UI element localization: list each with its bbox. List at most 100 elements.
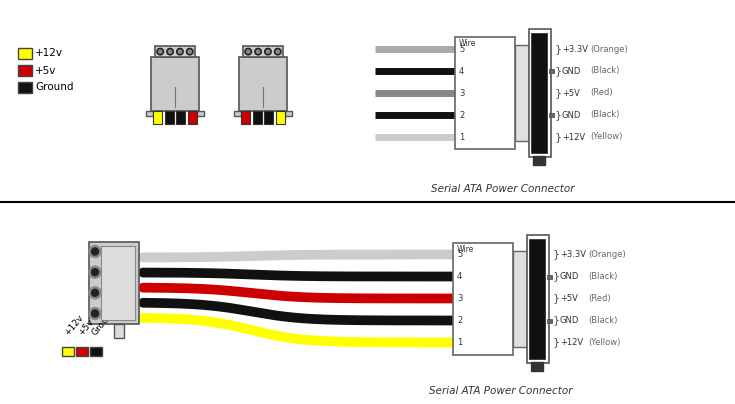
Bar <box>146 111 153 116</box>
Bar <box>531 362 543 370</box>
Text: GND: GND <box>562 67 581 76</box>
Text: (Black): (Black) <box>590 111 620 120</box>
Text: 3: 3 <box>457 294 462 303</box>
Bar <box>151 57 198 111</box>
Text: }: } <box>555 66 562 76</box>
Circle shape <box>255 48 262 55</box>
Text: (Orange): (Orange) <box>588 250 625 259</box>
Bar <box>18 48 32 59</box>
Circle shape <box>245 48 251 55</box>
Bar <box>547 318 552 322</box>
Bar <box>253 111 262 124</box>
Bar <box>90 347 102 356</box>
Bar <box>513 250 527 347</box>
Text: (Black): (Black) <box>588 316 617 325</box>
Text: }: } <box>555 88 562 98</box>
Text: GND: GND <box>560 272 579 281</box>
Text: }: } <box>555 132 562 142</box>
Text: 5: 5 <box>459 44 465 53</box>
Text: (Yellow): (Yellow) <box>590 133 623 141</box>
Circle shape <box>89 246 101 257</box>
Circle shape <box>91 269 98 276</box>
Circle shape <box>91 289 98 296</box>
Circle shape <box>91 248 98 255</box>
Text: +12V: +12V <box>562 133 585 141</box>
Bar <box>549 69 554 73</box>
Text: 2: 2 <box>457 316 462 325</box>
Bar <box>101 246 135 320</box>
Text: GND: GND <box>560 316 579 325</box>
Text: 3: 3 <box>459 88 465 97</box>
Circle shape <box>257 50 259 53</box>
Bar <box>165 111 173 124</box>
Bar <box>240 111 250 124</box>
Text: Wire: Wire <box>457 244 474 253</box>
Bar <box>239 57 287 111</box>
Bar <box>234 111 241 116</box>
Text: }: } <box>555 110 562 120</box>
Circle shape <box>266 50 270 53</box>
Circle shape <box>188 50 191 53</box>
Text: (Yellow): (Yellow) <box>588 338 620 347</box>
Text: Wire: Wire <box>459 39 476 48</box>
Bar <box>549 113 554 117</box>
Bar <box>531 33 547 153</box>
Text: }: } <box>553 250 560 259</box>
Text: }: } <box>553 271 560 282</box>
Text: +12v: +12v <box>35 48 63 59</box>
Text: Ground: Ground <box>90 306 118 337</box>
Bar <box>153 111 162 124</box>
Circle shape <box>89 307 101 320</box>
Circle shape <box>179 50 182 53</box>
Text: +5V: +5V <box>560 294 578 303</box>
Circle shape <box>89 266 101 278</box>
Text: GND: GND <box>562 111 581 120</box>
Circle shape <box>159 50 162 53</box>
Circle shape <box>89 287 101 299</box>
Text: (Orange): (Orange) <box>590 44 628 53</box>
Text: +5v: +5v <box>77 317 96 337</box>
Text: }: } <box>555 44 562 54</box>
Text: 2: 2 <box>459 111 465 120</box>
Bar <box>18 82 32 93</box>
Bar <box>176 111 185 124</box>
Text: }: } <box>553 316 560 326</box>
Bar <box>527 234 549 362</box>
Text: +12v: +12v <box>63 313 85 337</box>
Circle shape <box>176 48 183 55</box>
Circle shape <box>167 48 173 55</box>
Text: (Red): (Red) <box>590 88 613 97</box>
Bar <box>515 45 529 141</box>
Text: 1: 1 <box>457 338 462 347</box>
Text: (Black): (Black) <box>588 272 617 281</box>
Circle shape <box>187 48 193 55</box>
Text: +12V: +12V <box>560 338 583 347</box>
Bar <box>62 347 74 356</box>
Bar <box>89 242 139 324</box>
Circle shape <box>265 48 271 55</box>
Text: 1: 1 <box>459 133 465 141</box>
Bar <box>285 111 292 116</box>
Text: }: } <box>553 337 560 347</box>
Bar <box>197 111 204 116</box>
Bar <box>453 242 513 354</box>
Text: Ground: Ground <box>35 82 74 93</box>
Text: +5V: +5V <box>562 88 580 97</box>
Text: 4: 4 <box>457 272 462 281</box>
Circle shape <box>247 50 250 53</box>
Circle shape <box>157 48 163 55</box>
Circle shape <box>168 50 172 53</box>
Bar <box>188 111 197 124</box>
Bar <box>18 65 32 76</box>
Text: 4: 4 <box>459 67 465 76</box>
Bar <box>547 274 552 278</box>
Bar <box>455 37 515 149</box>
Text: (Red): (Red) <box>588 294 611 303</box>
Text: Serial ATA Power Connector: Serial ATA Power Connector <box>431 184 575 194</box>
Circle shape <box>91 310 98 317</box>
Text: +3.3V: +3.3V <box>560 250 586 259</box>
Text: }: } <box>553 293 560 303</box>
Bar <box>533 156 545 165</box>
Text: 5: 5 <box>457 250 462 259</box>
Text: +3.3V: +3.3V <box>562 44 588 53</box>
